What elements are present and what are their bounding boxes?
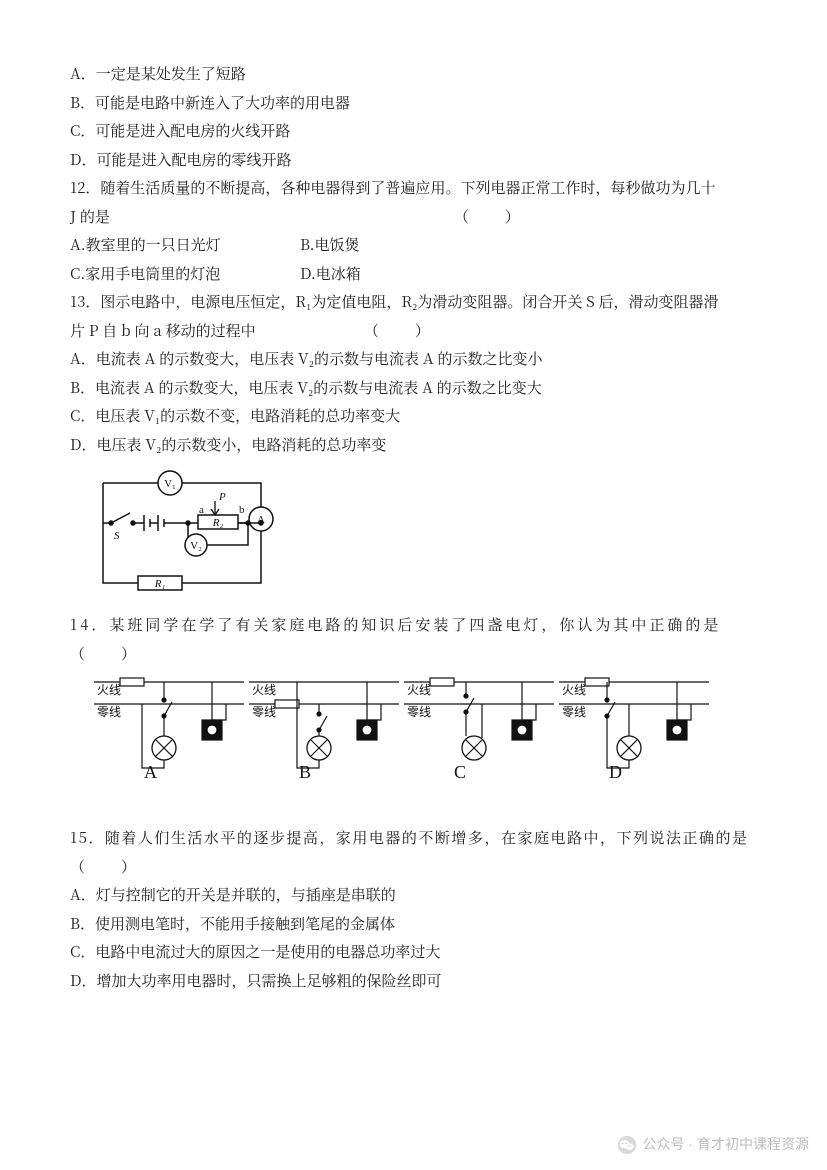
q11-opt-c: C．可能是进入配电房的火线开路	[70, 117, 757, 146]
p1-label: A	[144, 762, 157, 782]
p4-hot: 火线	[562, 683, 586, 697]
q14-circuits-svg: 火线 零线 A 火线 零线 B	[94, 670, 714, 790]
q13-opt-d: D．电压表 V₂的示数变小，电路消耗的总功率变	[70, 431, 757, 460]
q13-opt-c: C．电压表 V₁的示数不变，电路消耗的总功率变大	[70, 402, 757, 431]
lbl-r1: R₁	[154, 578, 166, 590]
q12-opt-b: B.电饭煲	[300, 231, 530, 260]
watermark-prefix: 公众号 ·	[643, 1136, 697, 1152]
p2-neu: 零线	[252, 705, 276, 719]
q14-figure: 火线 零线 A 火线 零线 B	[70, 668, 757, 824]
q13-stem-2-text: 片 P 自 b 向 a 移动的过程中	[70, 317, 360, 346]
q13-paren: （ ）	[364, 320, 432, 341]
q14-paren: （ ）	[70, 640, 757, 669]
p4-label: D	[609, 762, 622, 782]
watermark-text: 公众号 · 育才初中课程资源	[643, 1131, 809, 1158]
p3-label: C	[454, 762, 466, 782]
q13-opt-b: B．电流表 A 的示数变大，电压表 V₂的示数与电流表 A 的示数之比变大	[70, 374, 757, 403]
lbl-b-end: b	[239, 504, 245, 516]
q12-opt-a: A.教室里的一只日光灯	[70, 231, 300, 260]
watermark-name: 育才初中课程资源	[697, 1136, 809, 1152]
q12-stem-2: J 的是 （ ）	[70, 203, 757, 232]
lbl-p: P	[218, 491, 226, 503]
p3-hot: 火线	[407, 683, 431, 697]
q12-paren: （ ）	[454, 206, 522, 227]
q12-stem-2-text: J 的是	[70, 203, 450, 232]
q15-opt-b: B．使用测电笔时，不能用手接触到笔尾的金属体	[70, 910, 757, 939]
q14-stem: 14．某班同学在学了有关家庭电路的知识后安装了四盏电灯，你认为其中正确的是	[70, 611, 757, 640]
q11-opt-b: B．可能是电路中新连入了大功率的用电器	[70, 89, 757, 118]
wechat-icon	[617, 1135, 637, 1155]
q15-opt-d: D．增加大功率用电器时，只需换上足够粗的保险丝即可	[70, 967, 757, 996]
watermark: 公众号 · 育才初中课程资源	[617, 1131, 809, 1158]
q13-stem-2: 片 P 自 b 向 a 移动的过程中 （ ）	[70, 317, 757, 346]
lbl-ammeter: A	[257, 514, 265, 526]
lbl-s: S	[114, 530, 120, 542]
q12-opt-c: C.家用手电筒里的灯泡	[70, 260, 300, 289]
q11-opt-a: A．一定是某处发生了短路	[70, 60, 757, 89]
q13-circuit-svg: V₁ S P a b R₂ A V₂ R₁	[88, 463, 288, 603]
q11-opt-d: D．可能是进入配电房的零线开路	[70, 146, 757, 175]
lbl-a-end: a	[199, 504, 204, 516]
q13-opt-a: A．电流表 A 的示数变大，电压表 V₂的示数与电流表 A 的示数之比变小	[70, 345, 757, 374]
p1-hot: 火线	[97, 683, 121, 697]
lbl-r2: R₂	[212, 517, 224, 529]
q13-figure: V₁ S P a b R₂ A V₂ R₁	[70, 459, 757, 611]
q15-opt-a: A．灯与控制它的开关是并联的，与插座是串联的	[70, 881, 757, 910]
p2-label: B	[299, 762, 311, 782]
q15-opt-c: C．电路中电流过大的原因之一是使用的电器总功率过大	[70, 938, 757, 967]
p4-neu: 零线	[562, 705, 586, 719]
q12-stem-1: 12．随着生活质量的不断提高，各种电器得到了普遍应用。下列电器正常工作时，每秒做…	[70, 174, 757, 203]
p3-neu: 零线	[407, 705, 431, 719]
p2-hot: 火线	[252, 683, 276, 697]
q12-opt-d: D.电冰箱	[300, 260, 530, 289]
lbl-v1: V₁	[164, 478, 176, 490]
p1-neu: 零线	[97, 705, 121, 719]
lbl-v2: V₂	[190, 540, 202, 552]
q13-stem-1: 13．图示电路中，电源电压恒定，R₁为定值电阻，R₂为滑动变阻器。闭合开关 S …	[70, 288, 757, 317]
q15-stem: 15．随着人们生活水平的逐步提高，家用电器的不断增多，在家庭电路中，下列说法正确…	[70, 824, 757, 853]
q15-paren: （ ）	[70, 853, 757, 882]
